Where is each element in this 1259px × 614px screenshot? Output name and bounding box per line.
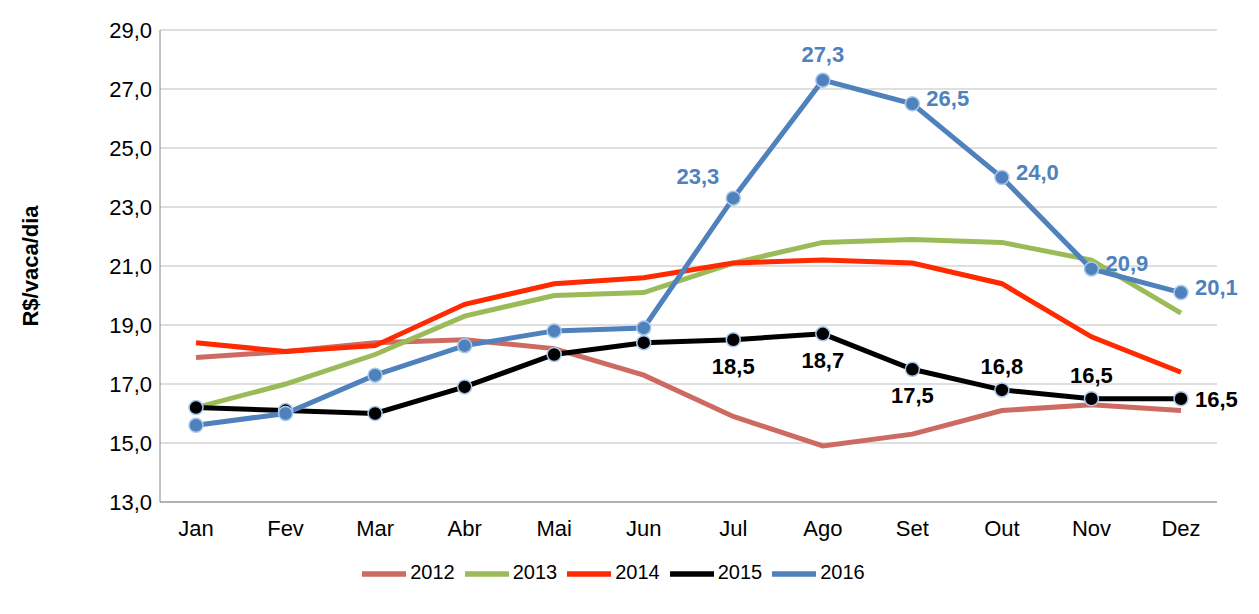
svg-text:17,0: 17,0 xyxy=(109,372,152,397)
svg-text:18,7: 18,7 xyxy=(801,348,844,373)
svg-text:Jul: Jul xyxy=(719,516,747,541)
svg-text:Jan: Jan xyxy=(178,516,213,541)
html-text:2015: 2015 xyxy=(717,561,763,584)
svg-text:16,8: 16,8 xyxy=(980,354,1023,379)
svg-text:Fev: Fev xyxy=(267,516,304,541)
html-text:2013: 2013 xyxy=(512,561,558,584)
svg-text:27,0: 27,0 xyxy=(109,77,152,102)
svg-text:13,0: 13,0 xyxy=(109,490,152,515)
svg-text:16,5: 16,5 xyxy=(1070,363,1113,388)
svg-text:27,3: 27,3 xyxy=(801,42,844,67)
svg-text:Abr: Abr xyxy=(448,516,482,541)
svg-text:17,5: 17,5 xyxy=(891,383,934,408)
svg-text:29,0: 29,0 xyxy=(109,18,152,43)
svg-text:23,0: 23,0 xyxy=(109,195,152,220)
svg-text:19,0: 19,0 xyxy=(109,313,152,338)
svg-text:16,5: 16,5 xyxy=(1195,387,1238,412)
svg-text:Mar: Mar xyxy=(356,516,394,541)
html-text:2012: 2012 xyxy=(410,561,455,584)
svg-text:Dez: Dez xyxy=(1161,516,1200,541)
svg-text:Nov: Nov xyxy=(1072,516,1111,541)
svg-text:24,0: 24,0 xyxy=(1016,160,1059,185)
svg-text:23,3: 23,3 xyxy=(676,164,719,189)
svg-text:18,5: 18,5 xyxy=(712,354,755,379)
svg-text:Out: Out xyxy=(984,516,1019,541)
svg-text:15,0: 15,0 xyxy=(109,431,152,456)
html-text:2016: 2016 xyxy=(820,561,865,584)
svg-text:R$/vaca/dia: R$/vaca/dia xyxy=(18,205,43,327)
svg-text:25,0: 25,0 xyxy=(109,136,152,161)
svg-text:20,9: 20,9 xyxy=(1105,251,1148,276)
html-text:2014: 2014 xyxy=(615,561,660,584)
svg-text:20,1: 20,1 xyxy=(1195,275,1238,300)
svg-text:Jun: Jun xyxy=(626,516,661,541)
svg-text:Mai: Mai xyxy=(536,516,571,541)
svg-text:Ago: Ago xyxy=(803,516,842,541)
svg-text:21,0: 21,0 xyxy=(109,254,152,279)
svg-text:Set: Set xyxy=(896,516,929,541)
svg-text:26,5: 26,5 xyxy=(926,86,969,111)
